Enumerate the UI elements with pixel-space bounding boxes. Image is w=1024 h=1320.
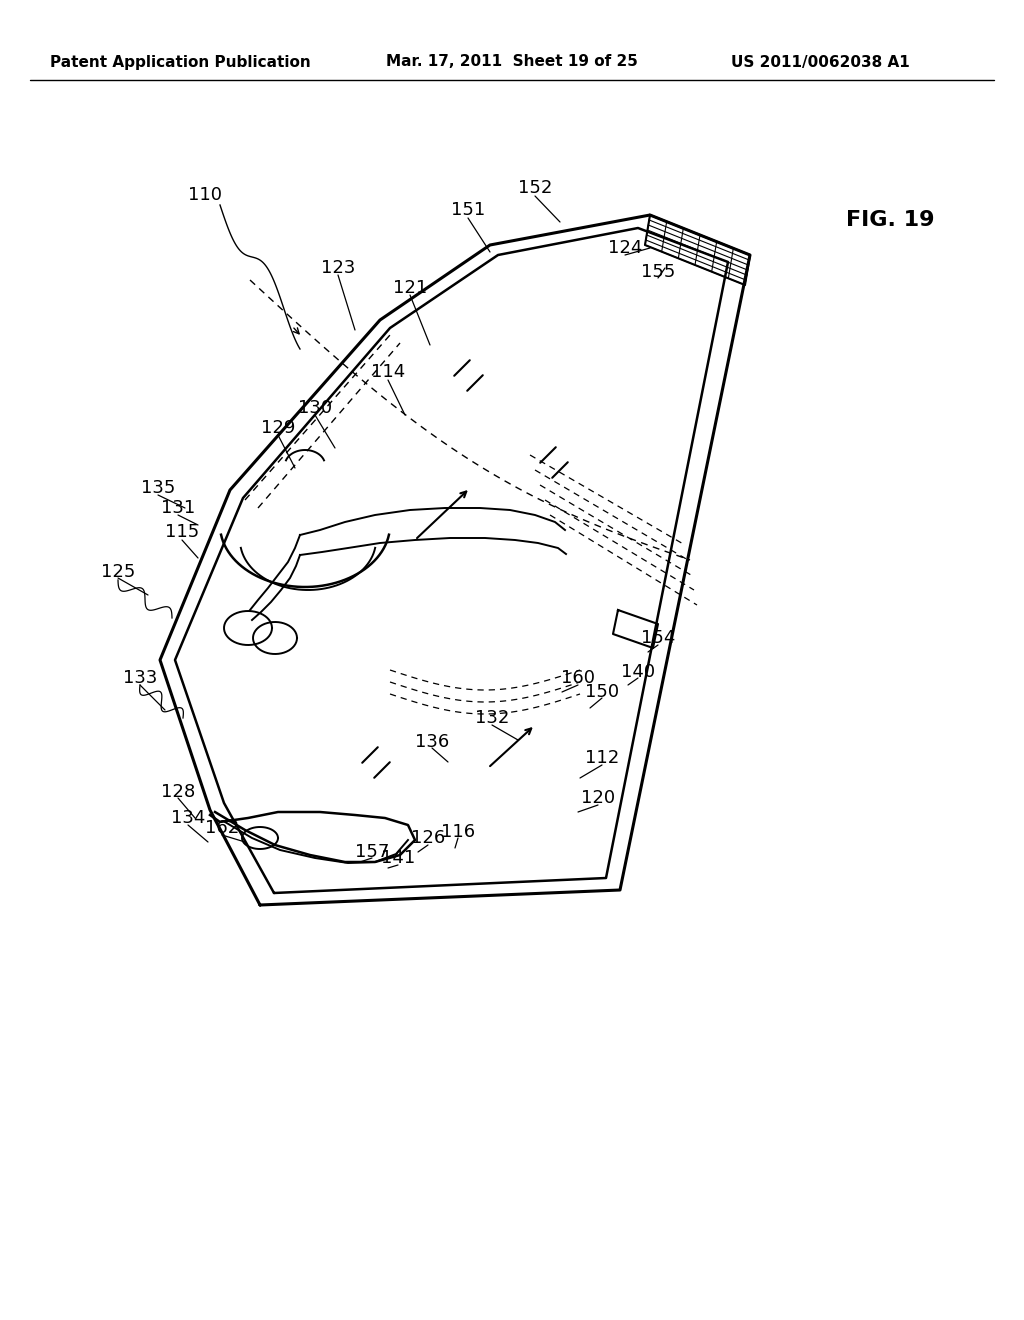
Text: 128: 128 (161, 783, 196, 801)
Text: 114: 114 (371, 363, 406, 381)
Text: 126: 126 (411, 829, 445, 847)
Text: 121: 121 (393, 279, 427, 297)
Text: 154: 154 (641, 630, 675, 647)
Text: 132: 132 (475, 709, 509, 727)
Text: Mar. 17, 2011  Sheet 19 of 25: Mar. 17, 2011 Sheet 19 of 25 (386, 54, 638, 70)
Text: Patent Application Publication: Patent Application Publication (49, 54, 310, 70)
Text: 135: 135 (141, 479, 175, 498)
Text: 131: 131 (161, 499, 196, 517)
Text: 150: 150 (585, 682, 620, 701)
Text: US 2011/0062038 A1: US 2011/0062038 A1 (731, 54, 909, 70)
Text: 136: 136 (415, 733, 450, 751)
Text: 162: 162 (205, 818, 240, 837)
Text: 152: 152 (518, 180, 552, 197)
Text: 112: 112 (585, 748, 620, 767)
Text: 160: 160 (561, 669, 595, 686)
Text: 141: 141 (381, 849, 415, 867)
Text: 120: 120 (581, 789, 615, 807)
Text: 125: 125 (100, 564, 135, 581)
Text: 134: 134 (171, 809, 205, 828)
Text: 155: 155 (641, 263, 675, 281)
Text: 116: 116 (441, 822, 475, 841)
Text: 110: 110 (188, 186, 222, 205)
Text: 133: 133 (123, 669, 158, 686)
Text: 124: 124 (608, 239, 642, 257)
Text: 129: 129 (261, 418, 295, 437)
Text: 130: 130 (298, 399, 332, 417)
Text: 115: 115 (165, 523, 199, 541)
Text: 157: 157 (354, 843, 389, 861)
Text: 140: 140 (621, 663, 655, 681)
Text: 123: 123 (321, 259, 355, 277)
Text: FIG. 19: FIG. 19 (846, 210, 934, 230)
Text: 151: 151 (451, 201, 485, 219)
